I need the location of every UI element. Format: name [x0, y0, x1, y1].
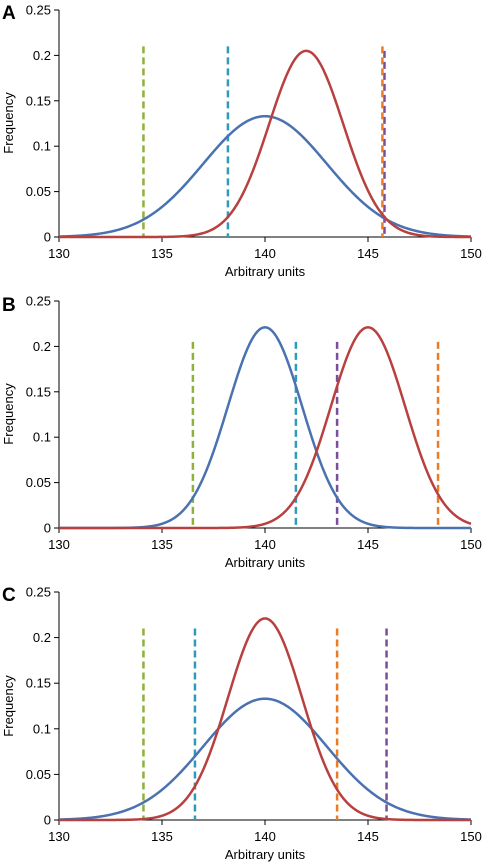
red-curve: [58, 326, 472, 530]
x-tick-label: 135: [151, 829, 173, 844]
panel-letter: A: [2, 3, 16, 24]
y-tick-label: 0: [44, 230, 51, 245]
red-curve: [58, 49, 472, 239]
x-tick-label: 140: [254, 537, 276, 552]
x-tick-label: 150: [460, 537, 482, 552]
x-tick-label: 130: [48, 829, 70, 844]
blue-curve: [58, 114, 472, 238]
y-tick-label: 0.2: [33, 630, 51, 645]
x-tick-label: 140: [254, 246, 276, 261]
blue-curve: [58, 697, 472, 821]
x-tick-label: 130: [48, 537, 70, 552]
y-axis-title: Frequency: [1, 92, 16, 154]
y-tick-label: 0: [44, 813, 51, 828]
x-axis-title: Arbitrary units: [225, 555, 306, 570]
y-tick-label: 0.1: [33, 721, 51, 736]
y-tick-label: 0.25: [26, 294, 51, 309]
x-tick-label: 135: [151, 246, 173, 261]
y-axis-title: Frequency: [1, 383, 16, 445]
y-tick-label: 0: [44, 521, 51, 536]
y-tick-label: 0.1: [33, 139, 51, 154]
x-tick-label: 145: [357, 537, 379, 552]
y-tick-label: 0.15: [26, 384, 51, 399]
y-axis-title: Frequency: [1, 675, 16, 737]
x-tick-label: 145: [357, 246, 379, 261]
blue-curve: [58, 326, 472, 530]
y-tick-label: 0.25: [26, 585, 51, 600]
y-tick-label: 0.15: [26, 676, 51, 691]
red-curve: [58, 617, 472, 822]
y-tick-label: 0.2: [33, 48, 51, 63]
x-tick-label: 135: [151, 537, 173, 552]
x-axis-title: Arbitrary units: [225, 847, 306, 862]
x-axis-title: Arbitrary units: [225, 264, 306, 279]
x-tick-label: 145: [357, 829, 379, 844]
y-tick-label: 0.05: [26, 475, 51, 490]
panel-letter: C: [2, 585, 16, 606]
y-tick-label: 0.05: [26, 184, 51, 199]
panel-letter: B: [2, 295, 16, 316]
y-tick-label: 0.05: [26, 767, 51, 782]
y-tick-label: 0.2: [33, 339, 51, 354]
y-tick-label: 0.15: [26, 93, 51, 108]
x-tick-label: 140: [254, 829, 276, 844]
y-tick-label: 0.25: [26, 3, 51, 18]
x-tick-label: 150: [460, 829, 482, 844]
x-tick-label: 150: [460, 246, 482, 261]
y-tick-label: 0.1: [33, 430, 51, 445]
x-tick-label: 130: [48, 246, 70, 261]
